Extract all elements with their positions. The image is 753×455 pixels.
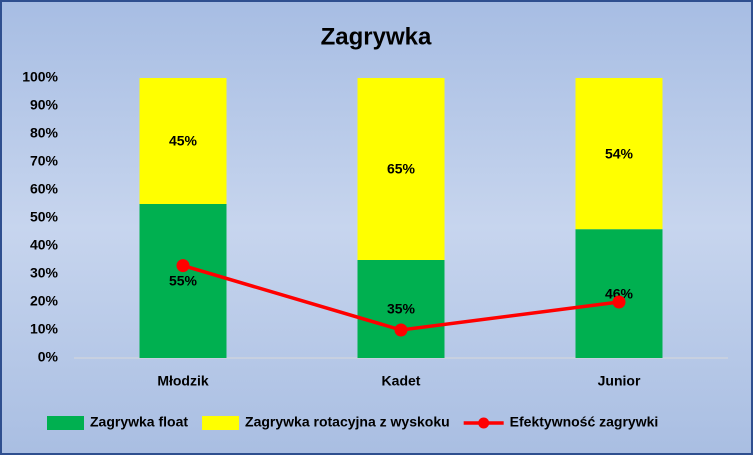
- data-label: 45%: [169, 133, 198, 149]
- line-point: [176, 259, 190, 273]
- legend-marker: [47, 416, 84, 430]
- y-tick-label: 10%: [30, 321, 59, 337]
- legend-label: Efektywność zagrywki: [510, 414, 659, 430]
- data-label: 46%: [605, 285, 634, 301]
- y-tick-label: 20%: [30, 293, 59, 309]
- x-tick-label: Junior: [598, 373, 641, 389]
- y-tick-label: 70%: [30, 153, 59, 169]
- bar: [139, 78, 227, 204]
- bar: [139, 204, 227, 358]
- line-point: [612, 295, 626, 309]
- bar: [575, 78, 663, 230]
- x-tick-label: Kadet: [382, 373, 421, 389]
- legend-marker: [478, 417, 490, 429]
- data-label: 55%: [169, 273, 198, 289]
- y-tick-label: 50%: [30, 209, 59, 225]
- y-tick-label: 30%: [30, 265, 59, 281]
- data-label: 65%: [387, 161, 416, 177]
- bar: [357, 78, 445, 260]
- x-tick-label: Młodzik: [157, 373, 209, 389]
- y-tick-label: 80%: [30, 125, 59, 141]
- bar: [575, 229, 663, 358]
- legend-label: Zagrywka rotacyjna z wyskoku: [245, 414, 450, 430]
- legend-marker: [202, 416, 240, 430]
- y-tick-label: 40%: [30, 237, 59, 253]
- y-tick-label: 60%: [30, 181, 59, 197]
- y-tick-label: 0%: [38, 349, 59, 365]
- data-label: 54%: [605, 145, 634, 161]
- y-tick-label: 90%: [30, 97, 59, 113]
- data-label: 35%: [387, 301, 416, 317]
- chart-title: Zagrywka: [321, 23, 432, 50]
- legend-label: Zagrywka float: [90, 414, 188, 430]
- bar: [357, 260, 445, 358]
- y-tick-label: 100%: [22, 69, 58, 85]
- line-point: [394, 323, 408, 337]
